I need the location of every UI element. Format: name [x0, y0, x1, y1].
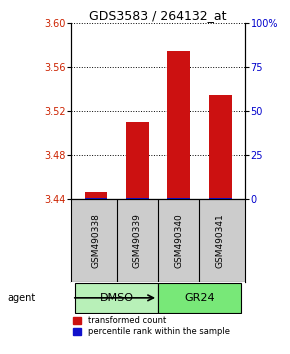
- Bar: [75, 283, 158, 313]
- Bar: [167, 51, 190, 199]
- Bar: [84, 192, 107, 199]
- Bar: [126, 198, 149, 199]
- Text: GSM490340: GSM490340: [174, 213, 183, 268]
- Legend: transformed count, percentile rank within the sample: transformed count, percentile rank withi…: [73, 316, 230, 336]
- Bar: [209, 95, 232, 199]
- Title: GDS3583 / 264132_at: GDS3583 / 264132_at: [89, 9, 227, 22]
- Text: GSM490338: GSM490338: [91, 213, 100, 268]
- Bar: [167, 198, 190, 199]
- Text: GSM490339: GSM490339: [133, 213, 142, 268]
- Text: DMSO: DMSO: [100, 293, 134, 303]
- Text: agent: agent: [7, 293, 35, 303]
- Text: GR24: GR24: [184, 293, 215, 303]
- Text: GSM490341: GSM490341: [216, 213, 225, 268]
- Bar: [84, 198, 107, 199]
- Bar: [158, 283, 241, 313]
- Bar: [209, 198, 232, 199]
- Bar: [126, 122, 149, 199]
